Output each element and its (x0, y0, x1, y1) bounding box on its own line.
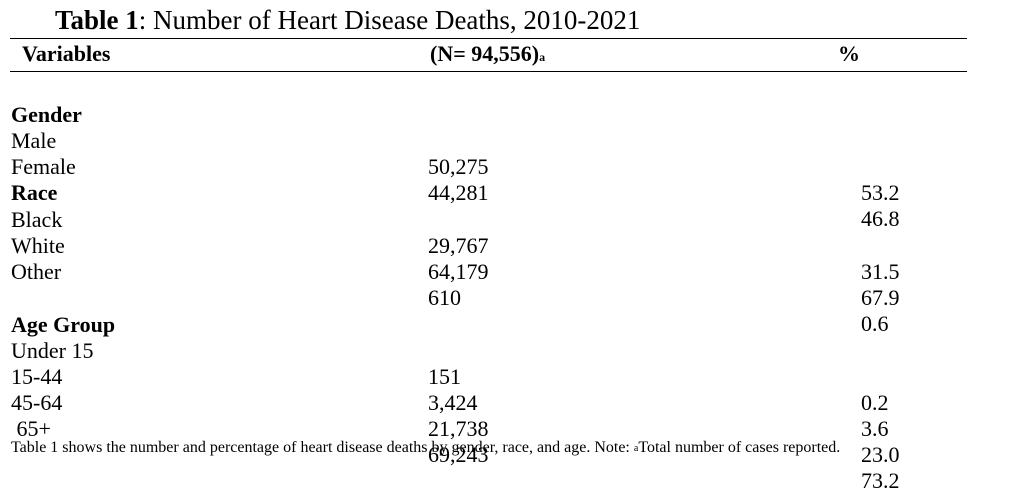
row-percent: 46.8 (861, 206, 900, 231)
section-title: Age Group (11, 312, 116, 337)
row-count: 21,738 (428, 416, 489, 441)
header-n-text: (N= 94,556) (430, 41, 540, 66)
table-row: 65+ 69,243 73.2 (0, 390, 1024, 493)
row-percent: 0.2 (861, 390, 889, 415)
row-percent: 0.6 (861, 311, 889, 336)
header-n: (N= 94,556)a (430, 40, 545, 68)
table-row: Under 15 151 0.2 (0, 312, 1024, 415)
row-label: 65+ (11, 416, 51, 441)
row-percent: 3.6 (861, 416, 889, 441)
table-row: Other 610 0.6 (0, 233, 1024, 336)
section-row-race: Race (0, 154, 1024, 205)
row-count: 29,767 (428, 233, 489, 258)
table-caption: Table 1: Number of Heart Disease Deaths,… (55, 4, 640, 36)
row-label: 45-64 (11, 390, 63, 415)
row-count: 69,243 (428, 442, 489, 467)
section-row-age-group: Age Group (0, 286, 1024, 337)
row-label: White (11, 233, 65, 258)
table-row: Male 50,275 53.2 (0, 102, 1024, 205)
row-label: 15-44 (11, 364, 63, 389)
table-header-rule (10, 71, 967, 72)
row-label: Black (11, 207, 63, 232)
table-note-superscript: a (633, 443, 639, 454)
row-percent: 53.2 (861, 180, 900, 205)
header-n-superscript: a (539, 50, 546, 64)
row-count: 151 (428, 364, 461, 389)
section-title: Gender (11, 102, 82, 127)
table-row: White 64,179 67.9 (0, 207, 1024, 310)
row-label: Other (11, 259, 62, 284)
table-row: Female 44,281 46.8 (0, 128, 1024, 231)
row-count: 44,281 (428, 180, 489, 205)
row-percent: 67.9 (861, 285, 900, 310)
table-caption-lead: Table 1 (55, 5, 139, 35)
section-title: Race (11, 180, 58, 205)
table-note: Table 1 shows the number and percentage … (11, 437, 840, 459)
row-label: Female (11, 154, 76, 179)
row-percent: 73.2 (861, 468, 900, 493)
section-row-gender: Gender (0, 76, 1024, 127)
table-note-footnote: Total number of cases reported. (638, 439, 841, 456)
row-percent: 23.0 (861, 442, 900, 467)
row-label: Under 15 (11, 338, 94, 363)
row-percent: 31.5 (861, 259, 900, 284)
header-percent: % (838, 41, 860, 66)
row-label: Male (11, 128, 57, 153)
row-count: 610 (428, 285, 461, 310)
header-variables: Variables (22, 41, 111, 66)
row-count: 3,424 (428, 390, 478, 415)
table-row: 45-64 21,738 23.0 (0, 364, 1024, 467)
row-count: 64,179 (428, 259, 489, 284)
row-count: 50,275 (428, 154, 489, 179)
table-top-rule (10, 38, 967, 39)
table-row: Black 29,767 31.5 (0, 181, 1024, 284)
table-row: 15-44 3,424 3.6 (0, 338, 1024, 441)
table-caption-text: : Number of Heart Disease Deaths, 2010-2… (138, 5, 641, 35)
table-note-text: Table 1 shows the number and percentage … (11, 439, 634, 456)
